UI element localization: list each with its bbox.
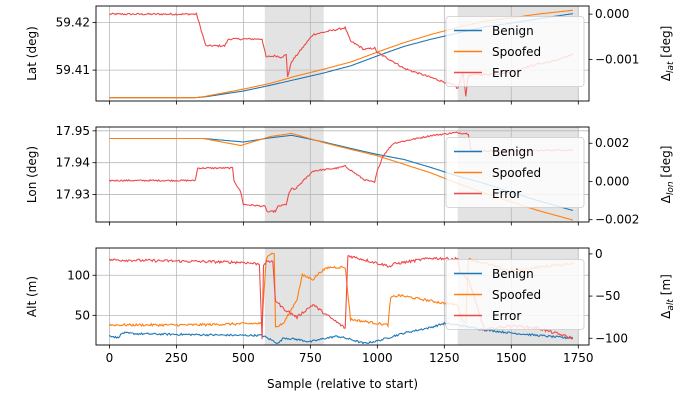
legend-box bbox=[445, 16, 585, 87]
y-tick-label: 17.94 bbox=[56, 156, 90, 170]
x-tick-label: 1000 bbox=[362, 351, 393, 365]
y2-tick-label: −50 bbox=[595, 289, 620, 303]
y2-axis-label: Δalt [m] bbox=[659, 274, 676, 319]
axes-frame bbox=[95, 247, 590, 346]
legend-label-spoofed: Spoofed bbox=[492, 288, 541, 302]
axes-frame bbox=[95, 5, 590, 102]
y2-tick-label: −0.001 bbox=[595, 52, 639, 66]
y-tick-label: 100 bbox=[67, 268, 90, 282]
shaded-region bbox=[264, 6, 324, 101]
legend: Benign Spoofed Error bbox=[445, 16, 585, 87]
y2-tick-label: −0.002 bbox=[595, 213, 639, 227]
y2-tick-label: 0.000 bbox=[595, 174, 629, 188]
panel-lon: 17.93 17.94 17.95 0.002 0.000 −0.002 Lon (deg)… bbox=[25, 124, 676, 227]
panel-lat: 59.41 59.42 0.000 −0.001 Lat (deg) Δlat [deg]… bbox=[25, 5, 676, 105]
legend-box bbox=[445, 137, 585, 208]
legend-label-benign: Benign bbox=[492, 24, 534, 38]
y-axis-label: Lat (deg) bbox=[25, 26, 39, 81]
y2-tick-label: 0.002 bbox=[595, 136, 629, 150]
y-tick-label: 17.95 bbox=[56, 124, 90, 138]
y2-axis-label: Δlon [deg] bbox=[659, 146, 676, 204]
y2-tick-label: 0 bbox=[595, 247, 603, 261]
x-tick-label: 1500 bbox=[496, 351, 527, 365]
series-line-benign bbox=[108, 321, 574, 345]
shaded-region bbox=[264, 248, 324, 345]
x-tick-label: 500 bbox=[232, 351, 255, 365]
y-axis-label: Alt (m) bbox=[25, 276, 39, 317]
y-axis-label: Lon (deg) bbox=[25, 146, 39, 203]
x-tick-label: 250 bbox=[165, 351, 188, 365]
y-tick-label: 50 bbox=[75, 308, 90, 322]
x-tick-label: 0 bbox=[106, 351, 114, 365]
legend-label-spoofed: Spoofed bbox=[492, 166, 541, 180]
x-tick-label: 1250 bbox=[429, 351, 460, 365]
x-axis-label: Sample (relative to start) bbox=[267, 377, 418, 391]
legend-label-spoofed: Spoofed bbox=[492, 45, 541, 59]
legend-label-benign: Benign bbox=[492, 267, 534, 281]
legend: Benign Spoofed Error bbox=[445, 137, 585, 208]
y2-tick-label: −100 bbox=[595, 331, 628, 345]
legend-label-error: Error bbox=[492, 187, 521, 201]
axes-frame bbox=[95, 126, 590, 223]
y2-axis-label: Δlat [deg] bbox=[659, 26, 676, 82]
y-tick-label: 59.42 bbox=[56, 16, 90, 30]
shaded-region bbox=[264, 127, 324, 222]
x-tick-label: 1750 bbox=[563, 351, 594, 365]
x-tick-label: 750 bbox=[299, 351, 322, 365]
legend-label-error: Error bbox=[492, 66, 521, 80]
y-tick-label: 17.93 bbox=[56, 188, 90, 202]
y2-tick-label: 0.000 bbox=[595, 7, 629, 21]
legend: Benign Spoofed Error bbox=[445, 259, 585, 330]
legend-label-benign: Benign bbox=[492, 145, 534, 159]
legend-label-error: Error bbox=[492, 309, 521, 323]
legend-box bbox=[445, 259, 585, 330]
y-tick-label: 59.41 bbox=[56, 63, 90, 77]
